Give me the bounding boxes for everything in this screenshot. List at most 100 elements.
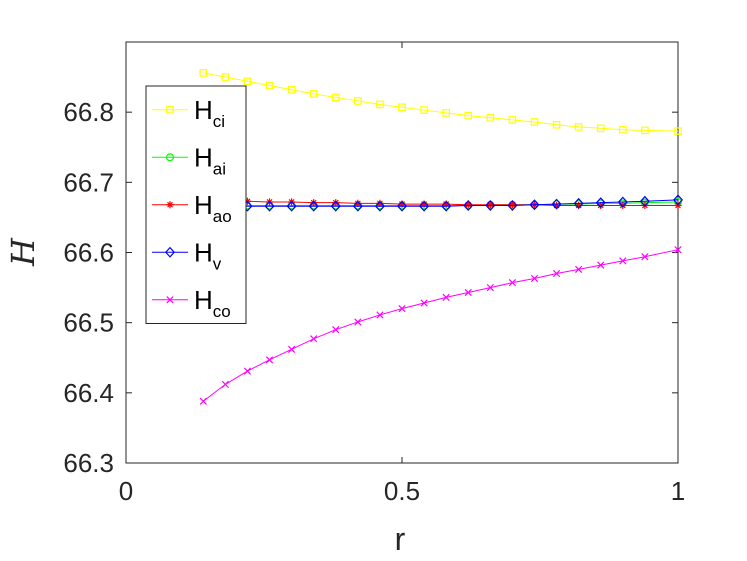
data-point-ci: [243, 77, 252, 86]
y-tick-label: 66.4: [63, 378, 114, 408]
series-line-ai: [203, 201, 679, 206]
data-point-ci: [486, 113, 495, 122]
data-point-v: [551, 198, 562, 210]
data-point-ao: [420, 200, 428, 208]
data-point-v: [595, 197, 606, 209]
legend-marker: [164, 246, 176, 258]
data-point-ci: [674, 127, 682, 135]
data-point-ci: [309, 90, 318, 98]
data-point-ci: [442, 109, 450, 117]
data-point-ci: [574, 123, 583, 131]
data-point-v: [441, 200, 452, 212]
data-point-co: [287, 345, 296, 353]
series-line-co: [202, 249, 679, 402]
data-point-co: [464, 288, 472, 297]
data-point-ao: [597, 201, 605, 210]
data-point-ci: [287, 85, 296, 94]
data-point-co: [597, 261, 605, 269]
y-tick-label: 66.8: [63, 97, 114, 127]
legend: Hci Hai Hao Hv Hco: [145, 85, 247, 324]
x-tick-label: 1: [671, 476, 685, 506]
data-point-v: [396, 200, 408, 212]
data-point-ao: [464, 201, 472, 209]
y-tick-label: 66.7: [63, 167, 114, 197]
data-point-v: [573, 197, 584, 209]
data-point-ao: [486, 201, 494, 209]
data-point-ci: [508, 116, 517, 124]
data-point-co: [486, 283, 494, 292]
data-point-ao: [332, 199, 340, 207]
y-tick-label: 66.6: [63, 238, 114, 268]
series-line-v: [203, 199, 679, 207]
y-tick-label: 66.3: [63, 448, 114, 478]
data-point-ci: [464, 111, 473, 120]
data-point-co: [354, 318, 362, 326]
series-ao: [199, 197, 682, 210]
data-point-ao: [354, 199, 362, 207]
data-point-co: [508, 279, 517, 287]
data-point-ao: [310, 199, 318, 207]
data-point-co: [442, 293, 450, 302]
data-point-v: [639, 195, 650, 207]
data-point-ao: [552, 201, 561, 210]
legend-label: Hco: [194, 285, 231, 321]
data-point-ci: [420, 106, 428, 114]
data-point-ci: [596, 124, 605, 133]
data-point-ao: [376, 199, 384, 207]
legend-marker: [166, 201, 174, 209]
data-point-co: [310, 335, 318, 343]
legend-item-ci: Hci: [152, 95, 225, 131]
data-point-ao: [442, 200, 450, 208]
data-point-ci: [354, 97, 362, 105]
data-point-v: [485, 199, 496, 211]
legend-label: Hv: [194, 237, 222, 273]
data-point-ao: [674, 201, 682, 210]
data-point-co: [530, 274, 539, 283]
data-point-co: [552, 269, 561, 278]
legend-marker: [166, 153, 175, 162]
data-point-ci: [199, 69, 208, 77]
data-point-co: [641, 253, 649, 261]
data-point-v: [617, 196, 628, 208]
x-axis-label: r: [395, 521, 406, 557]
data-point-ci: [331, 93, 340, 102]
data-point-v: [308, 200, 319, 212]
legend-label: Hao: [194, 190, 232, 226]
legend-marker: [166, 296, 174, 304]
legend-item-co: Hco: [152, 285, 231, 321]
data-series: [198, 69, 684, 405]
data-point-ao: [398, 200, 406, 208]
data-point-v: [374, 200, 385, 212]
legend-item-v: Hv: [152, 237, 222, 273]
data-point-co: [376, 311, 384, 319]
data-point-co: [420, 299, 428, 307]
data-point-v: [672, 194, 684, 206]
data-point-v: [463, 199, 474, 211]
data-point-ci: [530, 118, 539, 126]
x-tick-label: 0: [119, 476, 133, 506]
data-point-v: [529, 199, 540, 211]
data-point-co: [265, 356, 274, 364]
y-tick-label: 66.5: [63, 308, 114, 338]
series-line-ao: [203, 200, 678, 206]
data-point-co: [674, 246, 682, 254]
series-v: [198, 194, 684, 212]
data-point-v: [330, 200, 341, 212]
data-point-ci: [265, 81, 274, 90]
data-point-co: [398, 305, 406, 313]
data-point-ci: [552, 120, 561, 129]
legend-marker: [166, 105, 174, 114]
data-point-co: [619, 257, 627, 265]
series-line-ci: [203, 72, 679, 132]
data-point-ao: [575, 201, 583, 210]
axis-ticks: 0 0.5 1 66.3 66.4 66.5 66.6 66.7 66.8: [63, 42, 685, 506]
data-point-v: [264, 200, 275, 212]
data-point-co: [243, 367, 252, 375]
data-point-ci: [376, 100, 384, 109]
data-point-ci: [641, 126, 649, 135]
series-ci: [199, 69, 682, 135]
data-point-co: [575, 265, 583, 273]
data-point-ao: [508, 201, 516, 209]
legend-label: Hci: [194, 95, 225, 131]
